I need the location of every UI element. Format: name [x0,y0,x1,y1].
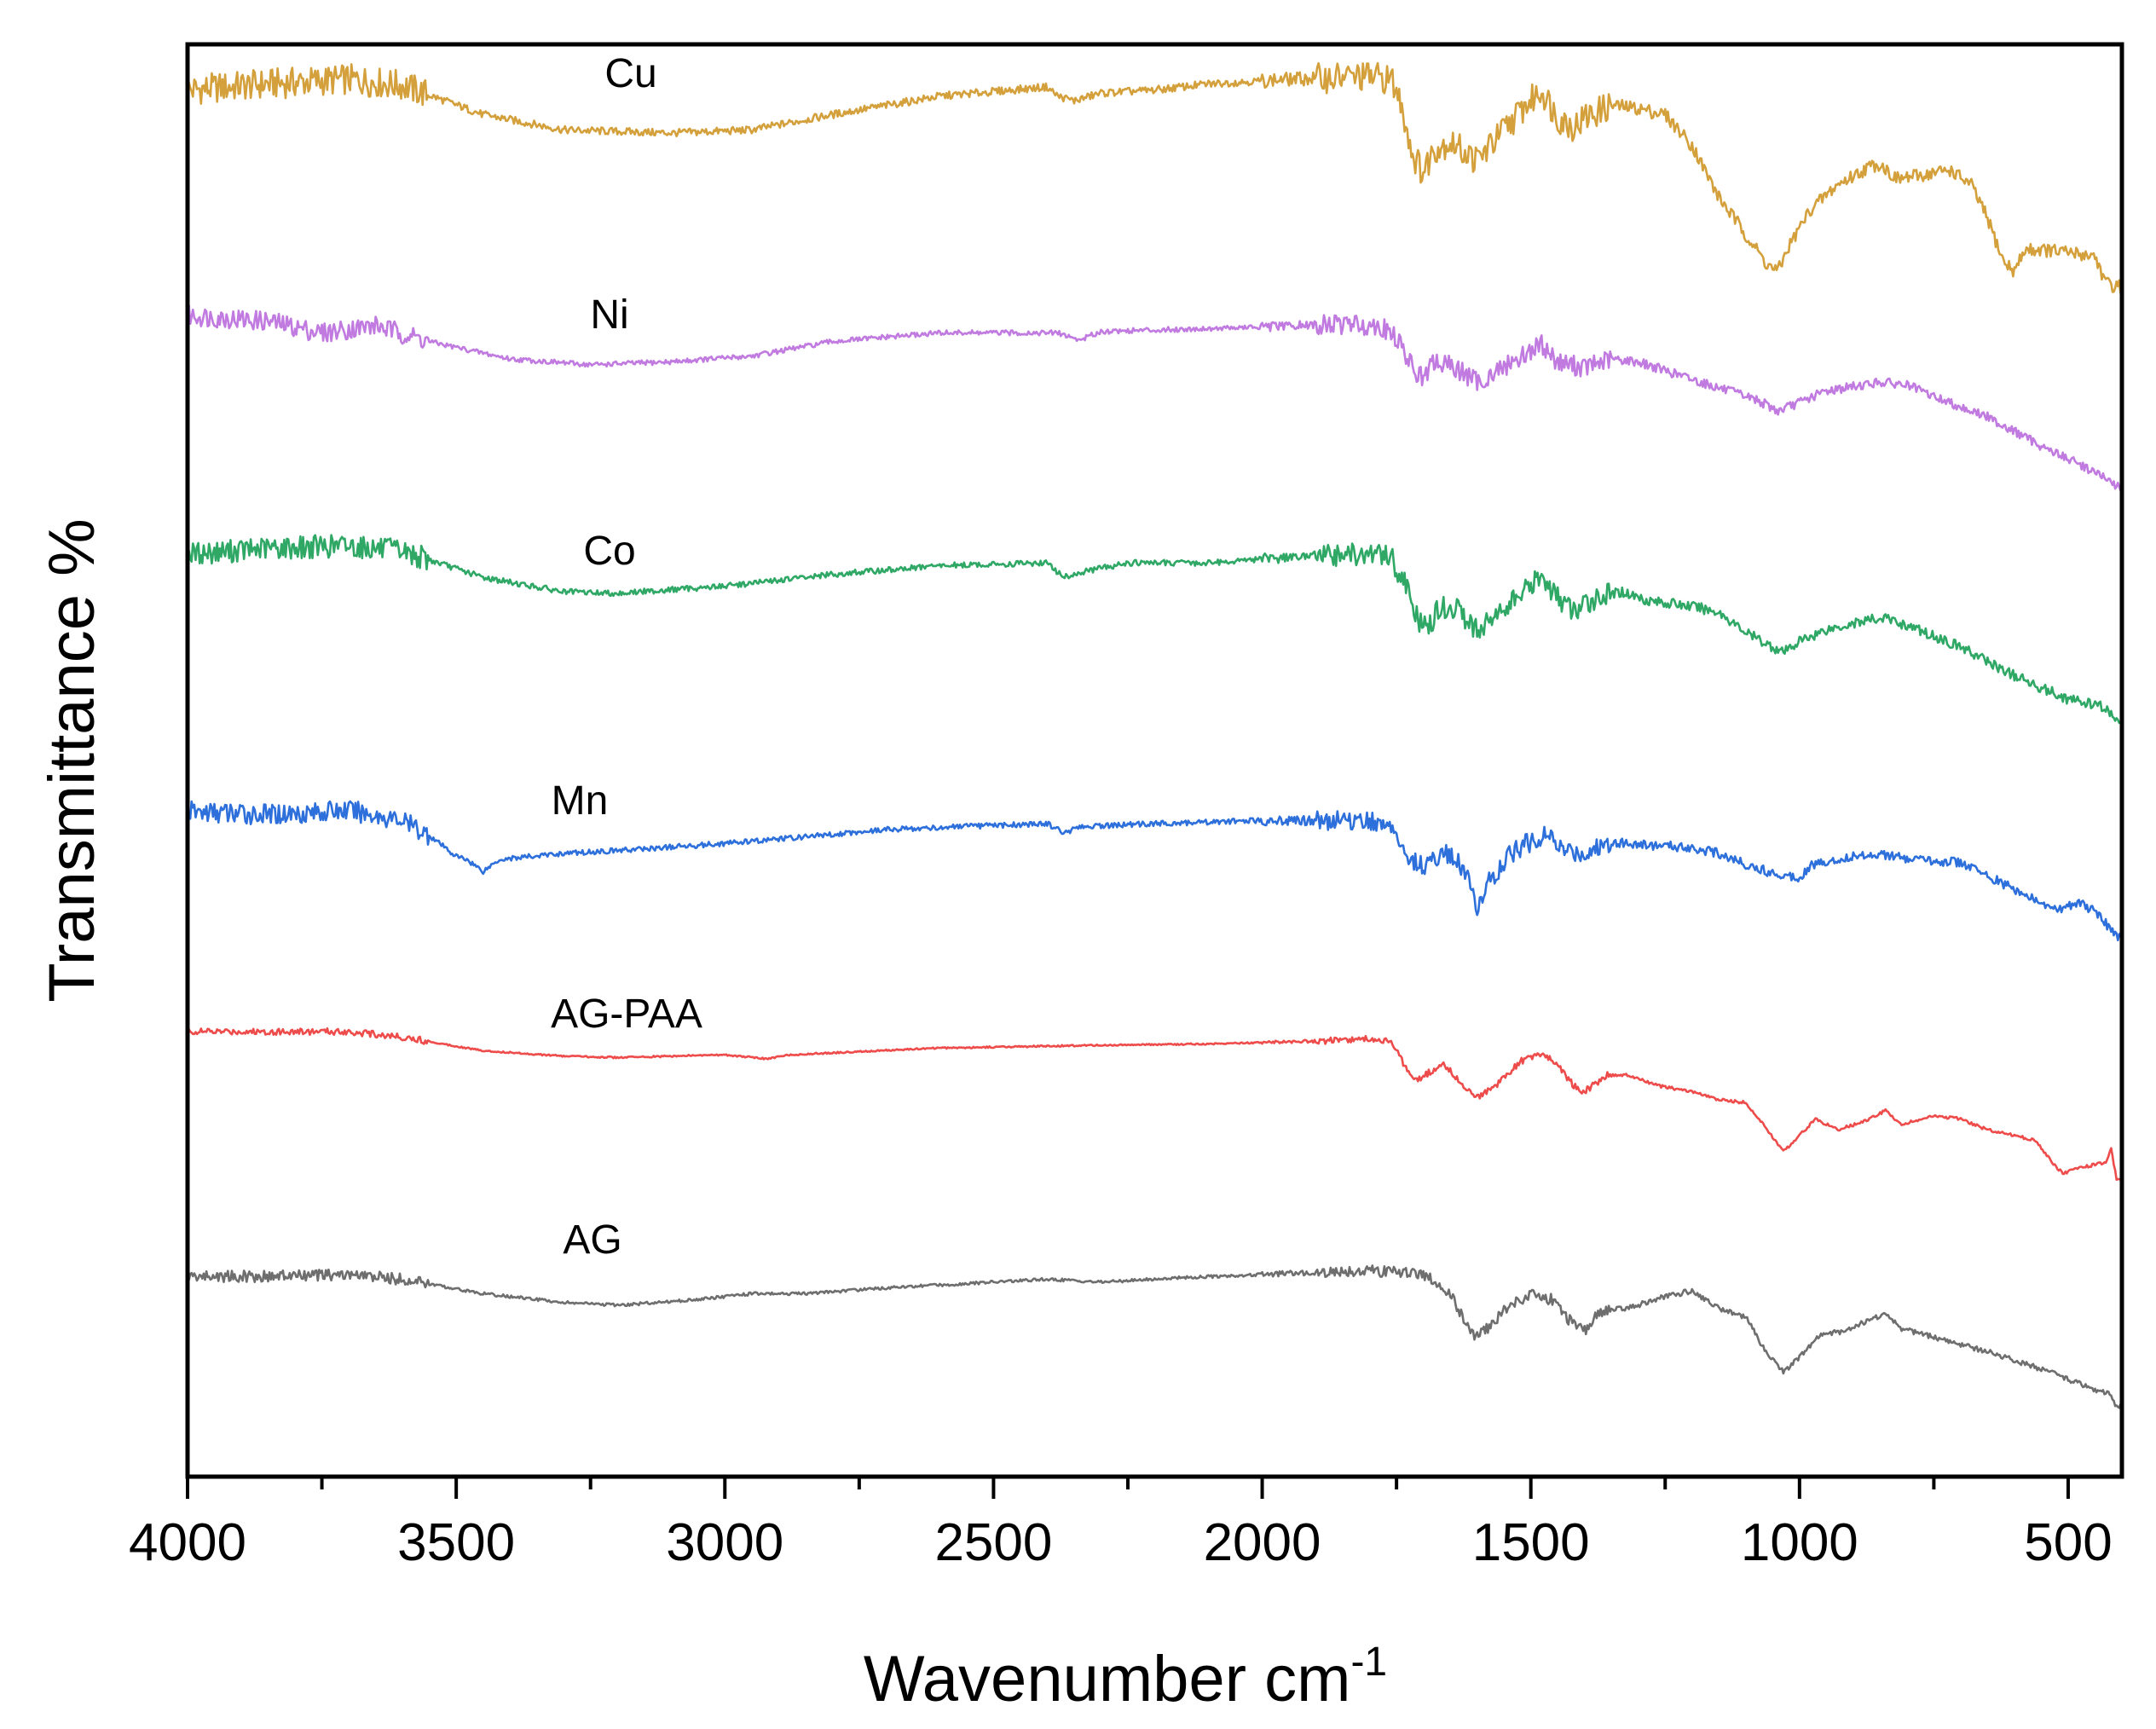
x-tick-label: 4000 [129,1513,246,1572]
series-line-cu [186,61,2124,295]
x-tick-label: 3000 [666,1513,783,1572]
series-label-ni: Ni [590,292,628,338]
x-tick-label: 500 [2024,1513,2112,1572]
x-axis-title: Wavenumber cm-1 [864,1639,1387,1715]
series-label-mn: Mn [552,778,609,824]
series-label-co: Co [583,529,635,574]
x-axis: 4000 3500 3000 2500 2000 1500 1000 500 [129,1477,2113,1572]
x-tick-label: 1500 [1472,1513,1590,1572]
y-axis-title: Transmittance % [36,518,108,1002]
series-layer [186,61,2124,1409]
x-tick-label: 2500 [934,1513,1052,1572]
plot-frame [185,42,2124,1479]
series-label-ag-paa: AG-PAA [551,992,702,1037]
series-line-co [186,534,2124,727]
x-tick-label: 2000 [1204,1513,1321,1572]
x-tick-label: 1000 [1741,1513,1858,1572]
series-line-ni [186,304,2124,492]
series-line-ag-paa [186,1026,2123,1181]
x-tick-label: 3500 [397,1513,515,1572]
series-line-mn [186,800,2123,942]
series-line-ag [186,1264,2123,1409]
series-label-ag: AG [563,1217,621,1263]
series-labels: Cu Ni Co Mn AG-PAA AG [551,51,702,1263]
series-label-cu: Cu [604,51,656,96]
